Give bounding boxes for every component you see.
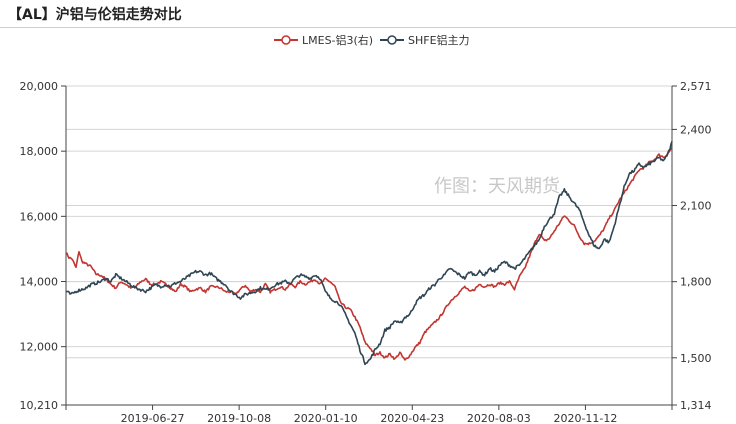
legend-label-lme: LMES-铝3(右): [302, 33, 373, 47]
y-right-tick-label: 2,400: [680, 123, 712, 136]
y-left-tick-label: 18,000: [20, 145, 59, 158]
y-right-tick-label: 1,800: [680, 276, 712, 289]
x-tick-label: 2020-08-03: [467, 412, 531, 424]
axes: 20,000 18,000 16,000 14,000 12,000 10,210 2,57…: [20, 80, 712, 424]
y-right-tick-label: 2,571: [680, 80, 712, 93]
y-left-tick-label: 14,000: [20, 276, 59, 289]
series-lines: [65, 141, 673, 366]
watermark: 作图：天风期货: [434, 176, 560, 197]
y-left-tick-label: 12,000: [20, 341, 59, 354]
y-right-tick-label: 1,500: [680, 352, 712, 365]
x-tick-label: 2020-01-10: [294, 412, 358, 424]
legend-label-shfe: SHFE铝主力: [408, 33, 470, 47]
x-tick-label: 2019-10-08: [207, 412, 271, 424]
y-right-tick-label: 2,100: [680, 200, 712, 213]
y-left-tick-label: 20,000: [20, 80, 59, 93]
legend[interactable]: LMES-铝3(右) SHFE铝主力: [274, 33, 470, 47]
x-tick-label: 2020-04-23: [380, 412, 444, 424]
chart-title: 【AL】沪铝与伦铝走势对比: [8, 7, 182, 23]
series-line-shfe[interactable]: [65, 141, 673, 366]
series-line-lme[interactable]: [65, 146, 673, 361]
legend-item-lme[interactable]: LMES-铝3(右): [274, 33, 373, 47]
legend-item-shfe[interactable]: SHFE铝主力: [380, 33, 470, 47]
gridlines: [66, 85, 672, 406]
title-divider: [0, 27, 736, 28]
y-left-tick-label: 10,210: [20, 399, 59, 412]
x-tick-label: 2020-11-12: [553, 412, 617, 424]
y-right-tick-label: 1,314: [680, 399, 712, 412]
x-tick-label: 2019-06-27: [121, 412, 185, 424]
y-left-tick-label: 16,000: [20, 210, 59, 223]
